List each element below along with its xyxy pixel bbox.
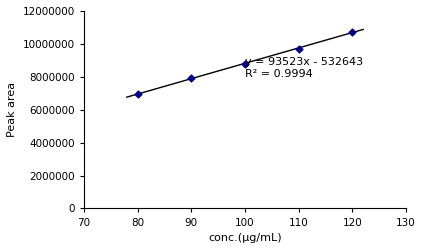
X-axis label: conc.(μg/mL): conc.(μg/mL) [208, 233, 282, 243]
Text: y = 93523x - 532643
R² = 0.9994: y = 93523x - 532643 R² = 0.9994 [245, 57, 363, 79]
Y-axis label: Peak area: Peak area [7, 82, 17, 137]
Point [188, 76, 195, 80]
Point [295, 47, 302, 51]
Point [242, 62, 248, 66]
Point [134, 92, 141, 96]
Point [349, 30, 356, 34]
